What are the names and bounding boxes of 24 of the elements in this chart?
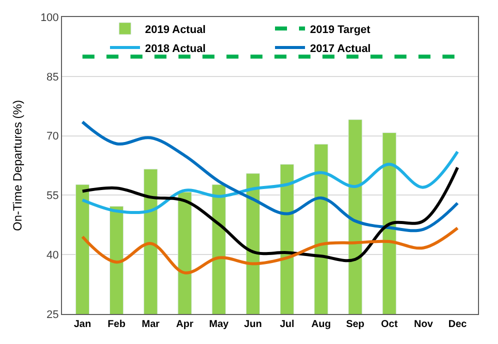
legend-label: 2019 Target	[310, 24, 371, 36]
x-tick-label: Dec	[448, 319, 468, 330]
x-tick-label: Jun	[244, 319, 262, 330]
x-tick-label: Mar	[142, 319, 160, 330]
y-tick-label: 85	[46, 71, 59, 84]
x-tick-label: Apr	[176, 319, 194, 330]
x-tick-label: Nov	[414, 319, 434, 330]
x-tick-label: Oct	[381, 319, 398, 330]
y-tick-label: 100	[40, 12, 59, 24]
x-tick-label: Feb	[108, 319, 126, 330]
x-tick-label: Aug	[311, 319, 331, 330]
line-series	[80, 226, 460, 274]
y-tick-label: 55	[46, 190, 59, 202]
x-tick-label: Sep	[346, 319, 364, 330]
y-tick-label: 25	[46, 308, 59, 321]
x-tick-label: Jan	[74, 319, 92, 330]
x-tick-label: Jul	[280, 319, 294, 330]
y-axis-title: On-Time Departures (%)	[10, 100, 25, 231]
legend-label: 2018 Actual	[145, 42, 206, 55]
x-tick-label: May	[209, 319, 230, 330]
legend-label: 2019 Actual	[145, 24, 206, 36]
legend-label: 2017 Actual	[310, 42, 371, 55]
y-tick-label: 70	[46, 130, 59, 143]
y-tick-label: 40	[46, 249, 59, 262]
